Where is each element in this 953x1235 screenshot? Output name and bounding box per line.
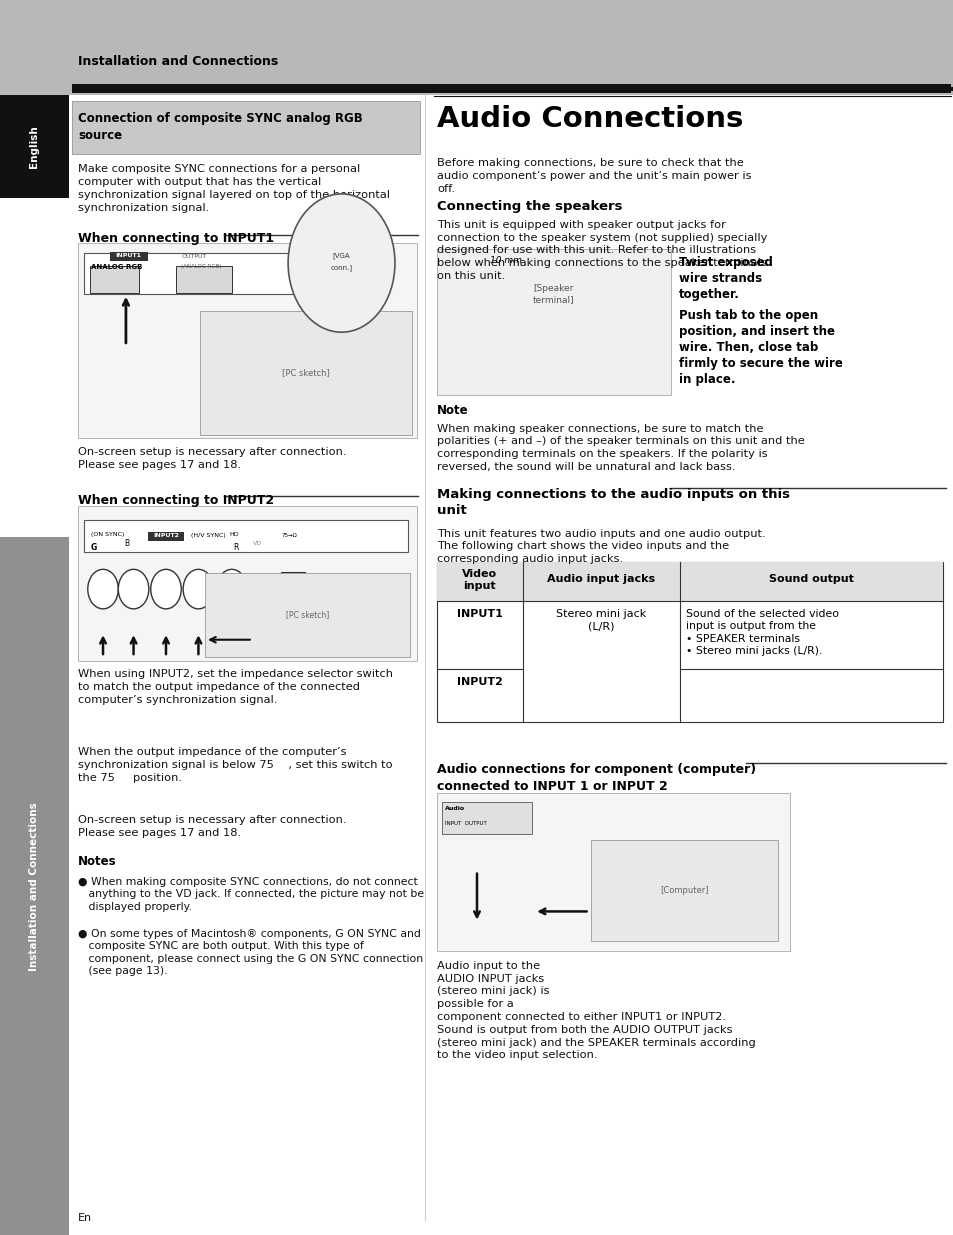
Text: Audio: Audio <box>444 806 464 811</box>
Text: INPUT2: INPUT2 <box>152 534 179 538</box>
Bar <box>78 243 416 438</box>
Bar <box>200 311 412 435</box>
Text: On-screen setup is necessary after connection.
Please see pages 17 and 18.: On-screen setup is necessary after conne… <box>78 447 346 469</box>
Text: [Computer]: [Computer] <box>660 885 708 895</box>
Bar <box>0 0 953 95</box>
Text: ANALOG RGB: ANALOG RGB <box>91 264 142 269</box>
Circle shape <box>118 569 149 609</box>
Text: Connecting the speakers: Connecting the speakers <box>436 200 621 214</box>
Text: Installation and Connections: Installation and Connections <box>78 54 278 68</box>
Text: En: En <box>78 1213 92 1223</box>
Bar <box>591 840 777 941</box>
Text: (ANALOG RGB): (ANALOG RGB) <box>181 264 221 269</box>
Text: Video
input: Video input <box>462 569 497 590</box>
Text: 10 mm: 10 mm <box>489 256 521 266</box>
Text: R: R <box>233 542 239 552</box>
Text: (H/V SYNC): (H/V SYNC) <box>191 534 225 538</box>
Bar <box>110 252 148 261</box>
Text: When connecting to INPUT2: When connecting to INPUT2 <box>78 494 274 508</box>
Text: INPUT1: INPUT1 <box>456 609 502 619</box>
Text: [Speaker
terminal]: [Speaker terminal] <box>532 284 574 304</box>
Bar <box>0 537 69 1235</box>
Text: ● When making composite SYNC connections, do not connect
   anything to the VD j: ● When making composite SYNC connections… <box>78 877 424 911</box>
Circle shape <box>216 569 247 609</box>
Text: INPUT  OUTPUT: INPUT OUTPUT <box>444 821 486 826</box>
Bar <box>148 532 184 541</box>
Text: Sound output: Sound output <box>768 574 853 584</box>
Circle shape <box>88 569 118 609</box>
Text: ● On some types of Macintosh® components, G ON SYNC and
   composite SYNC are bo: ● On some types of Macintosh® components… <box>78 929 423 976</box>
Text: Sound of the selected video
input is output from the
• SPEAKER terminals
• Stere: Sound of the selected video input is out… <box>685 609 838 656</box>
Text: conn.]: conn.] <box>330 264 353 272</box>
Text: When the output impedance of the computer’s
synchronization signal is below 75  : When the output impedance of the compute… <box>78 747 393 783</box>
Text: This unit is equipped with speaker output jacks for
connection to the speaker sy: This unit is equipped with speaker outpu… <box>436 220 766 282</box>
Bar <box>205 573 410 657</box>
Bar <box>0 95 69 198</box>
Text: OUTPUT: OUTPUT <box>181 254 207 259</box>
Text: Make composite SYNC connections for a personal
computer with output that has the: Make composite SYNC connections for a pe… <box>78 164 390 212</box>
Text: Before making connections, be sure to check that the
audio component’s power and: Before making connections, be sure to ch… <box>436 158 751 194</box>
Text: When making speaker connections, be sure to match the
polarities (+ and –) of th: When making speaker connections, be sure… <box>436 424 803 472</box>
Text: Twist exposed
wire strands
together.: Twist exposed wire strands together. <box>679 256 772 300</box>
Text: Push tab to the open
position, and insert the
wire. Then, close tab
firmly to se: Push tab to the open position, and inser… <box>679 309 842 385</box>
Text: [VGA: [VGA <box>333 252 350 259</box>
Circle shape <box>288 194 395 332</box>
Circle shape <box>151 569 181 609</box>
Text: Notes: Notes <box>78 855 116 868</box>
Text: Connection of composite SYNC analog RGB
source: Connection of composite SYNC analog RGB … <box>78 112 362 142</box>
Text: Audio input jacks: Audio input jacks <box>547 574 655 584</box>
Text: When connecting to INPUT1: When connecting to INPUT1 <box>78 232 274 246</box>
Text: G: G <box>91 542 97 552</box>
Text: Audio input to the
AUDIO INPUT jacks
(stereo mini jack) is
possible for a
compon: Audio input to the AUDIO INPUT jacks (st… <box>436 961 755 1061</box>
Bar <box>84 253 341 294</box>
Text: Stereo mini jack
(L/R): Stereo mini jack (L/R) <box>556 609 646 631</box>
Text: HD: HD <box>229 532 238 537</box>
Bar <box>436 249 670 395</box>
Bar <box>71 101 419 154</box>
Bar <box>436 562 942 722</box>
Text: INPUT2: INPUT2 <box>456 677 502 687</box>
Text: VD: VD <box>253 541 262 546</box>
Bar <box>176 266 232 293</box>
Text: [PC sketch]: [PC sketch] <box>285 610 329 620</box>
Text: On-screen setup is necessary after connection.
Please see pages 17 and 18.: On-screen setup is necessary after conne… <box>78 815 346 837</box>
Text: B: B <box>124 538 129 548</box>
Text: (ON SYNC): (ON SYNC) <box>91 532 124 537</box>
Text: Installation and Connections: Installation and Connections <box>30 803 39 971</box>
Text: English: English <box>30 126 39 168</box>
Bar <box>281 572 305 603</box>
Text: INPUT1: INPUT1 <box>115 253 142 258</box>
Text: Audio connections for component (computer)
connected to INPUT 1 or INPUT 2: Audio connections for component (compute… <box>436 763 756 793</box>
Bar <box>71 84 950 93</box>
Circle shape <box>183 569 213 609</box>
Text: Making connections to the audio inputs on this
unit: Making connections to the audio inputs o… <box>436 488 789 517</box>
Text: When using INPUT2, set the impedance selector switch
to match the output impedan: When using INPUT2, set the impedance sel… <box>78 669 393 705</box>
Bar <box>441 802 532 834</box>
Text: Audio Connections: Audio Connections <box>436 105 742 133</box>
Text: [PC sketch]: [PC sketch] <box>282 368 330 378</box>
Text: This unit features two audio inputs and one audio output.
The following chart sh: This unit features two audio inputs and … <box>436 529 764 564</box>
Bar <box>90 266 139 293</box>
Bar <box>78 506 416 661</box>
Bar <box>84 520 408 552</box>
Bar <box>436 562 942 601</box>
Text: 75→Ω: 75→Ω <box>281 534 297 538</box>
Bar <box>436 793 789 951</box>
Text: Note: Note <box>436 404 468 417</box>
